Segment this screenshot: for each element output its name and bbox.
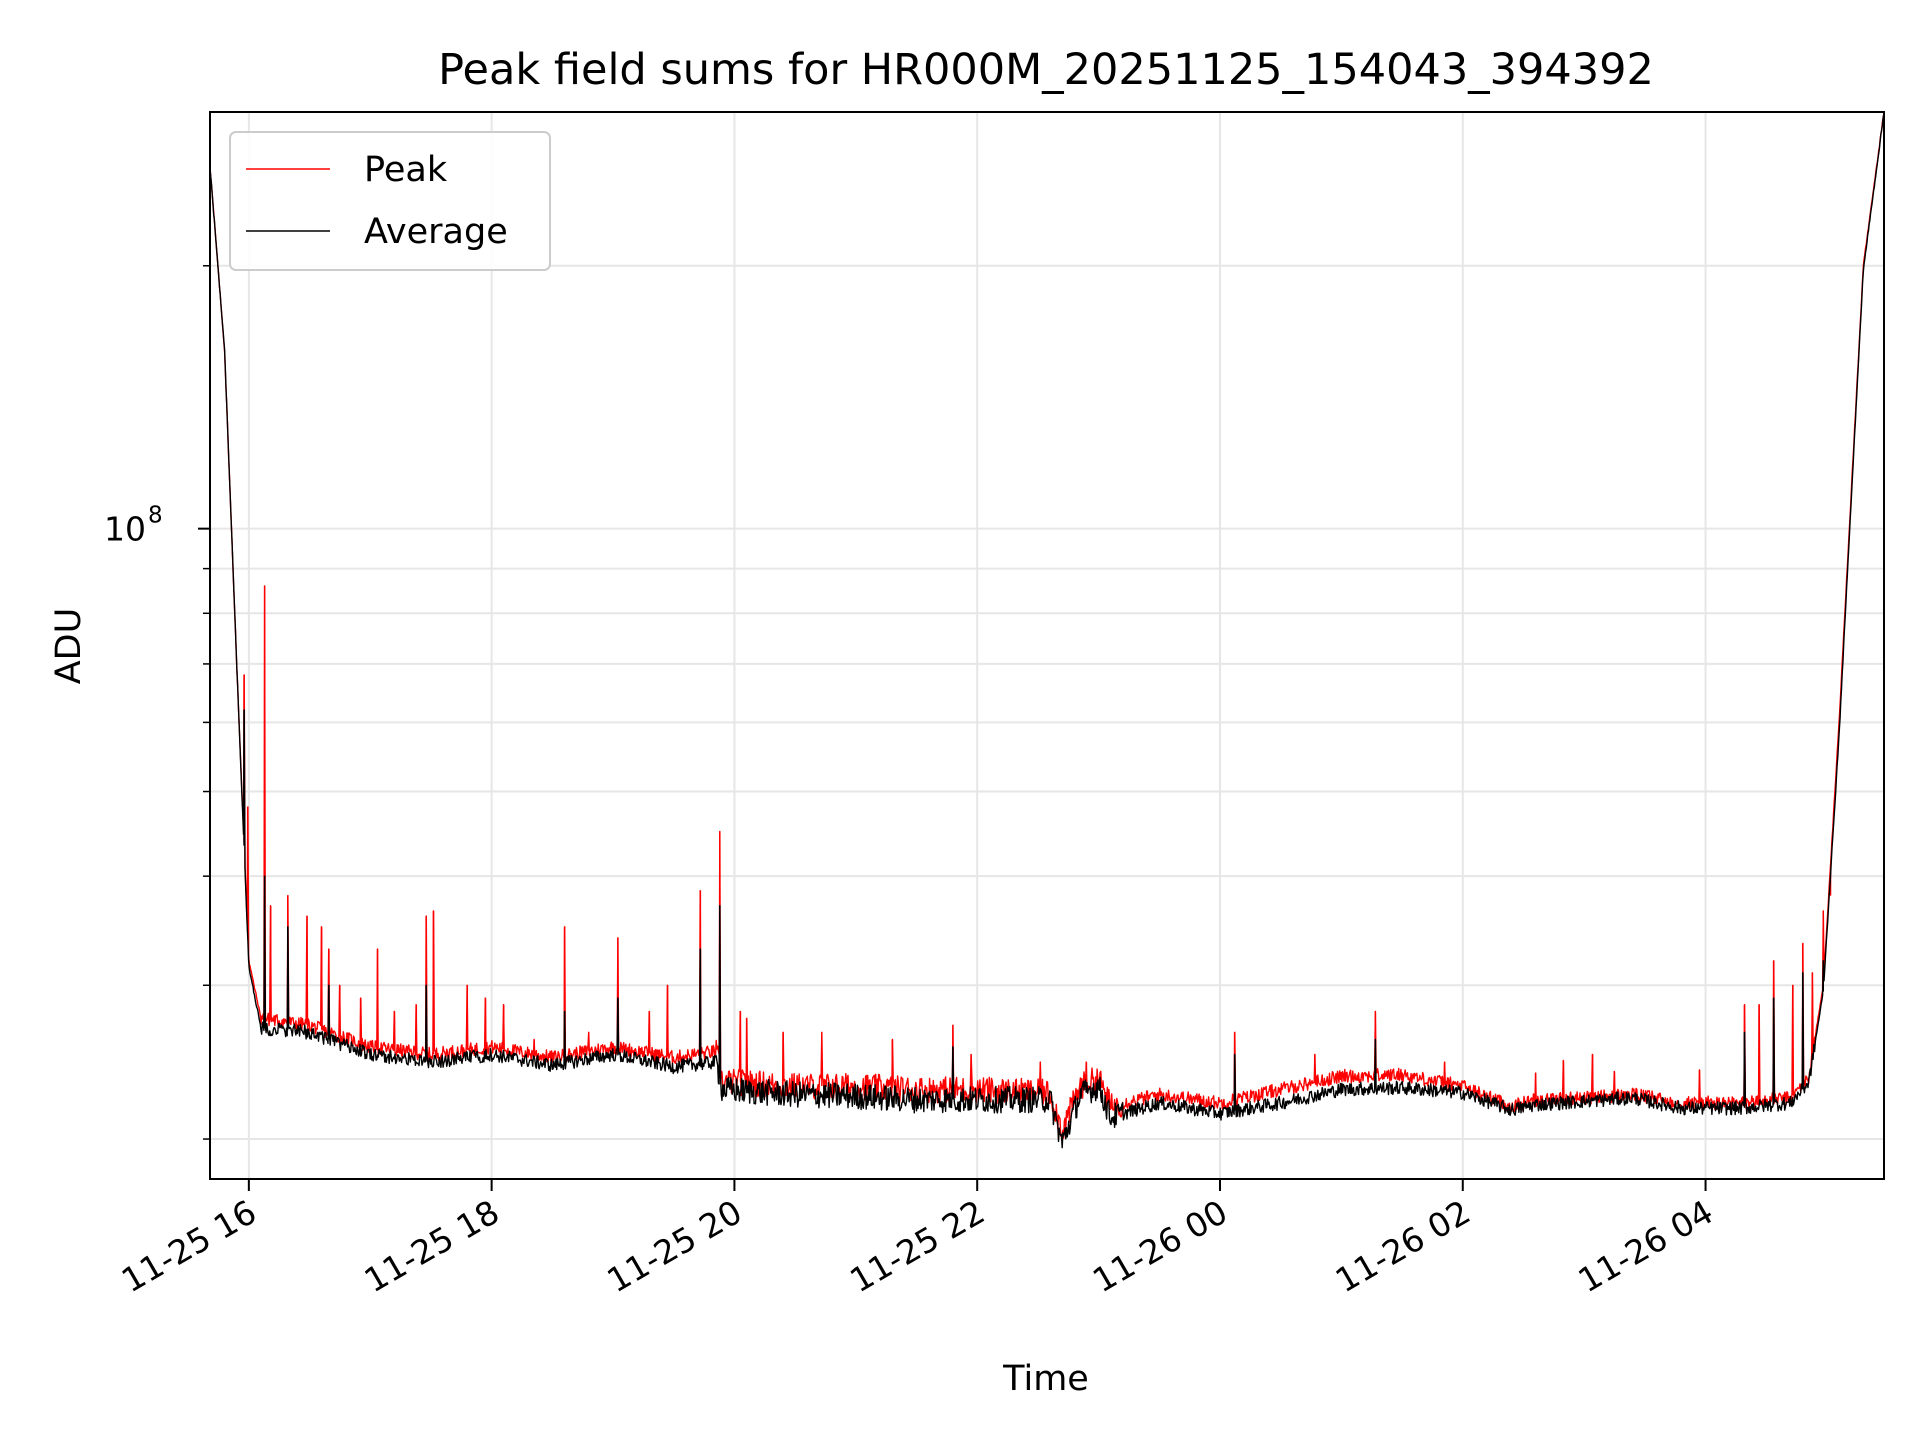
series-layer <box>209 113 1885 1149</box>
chart-title: Peak field sums for HR000M_20251125_1540… <box>438 45 1654 95</box>
y-tick-label-base: 10 <box>104 510 146 549</box>
grid-layer <box>210 112 1884 1179</box>
legend-label-average: Average <box>364 212 508 252</box>
series-average <box>209 113 1885 1149</box>
legend-box <box>229 131 551 271</box>
y-tick-label-exponent: 8 <box>148 503 163 529</box>
series-line <box>209 113 1885 1149</box>
legend: Peak Average <box>229 131 551 271</box>
x-axis-label: Time <box>1002 1359 1089 1399</box>
legend-label-peak: Peak <box>364 150 448 190</box>
axes-frame <box>209 111 1885 1180</box>
series-peak <box>209 113 1885 1139</box>
y-axis-label: ADU <box>49 608 89 685</box>
